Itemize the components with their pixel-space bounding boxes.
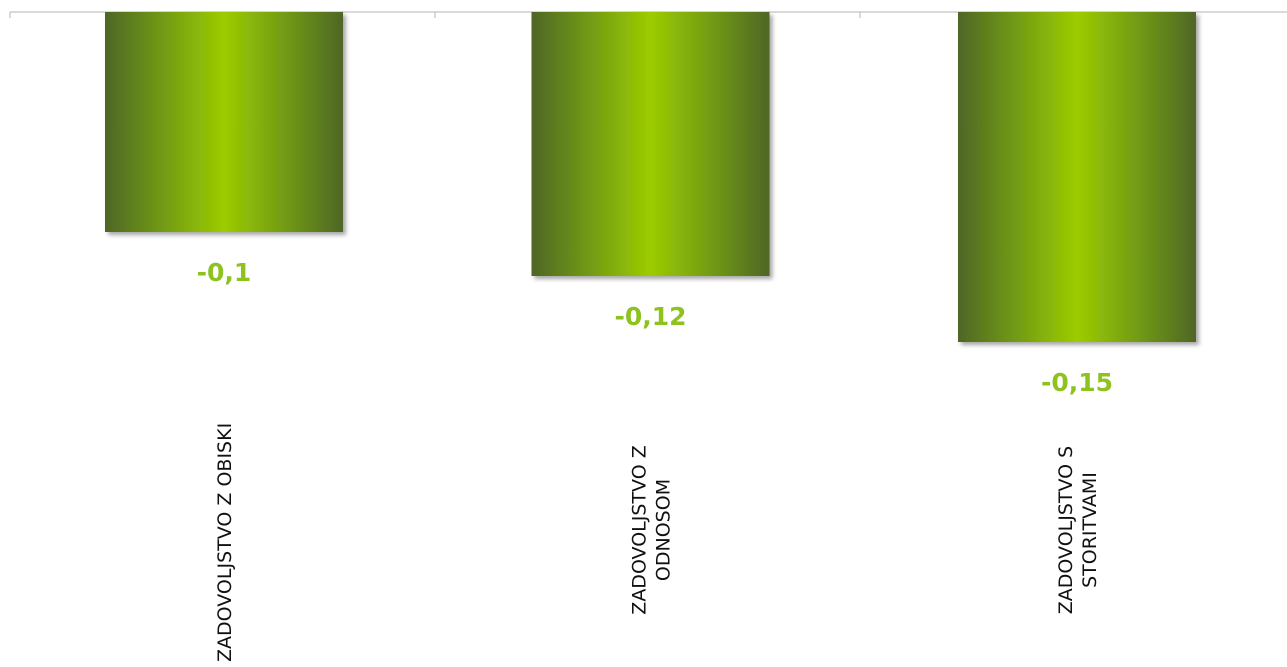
category-label-line: ZADOVOLJSTVO Z — [629, 445, 651, 614]
bars — [105, 12, 1196, 342]
category-label: ZADOVOLJSTVO Z ODNOSOM — [629, 445, 675, 614]
bar — [531, 12, 770, 276]
category-label-line: ZADOVOLJSTVO Z OBISKI — [214, 423, 236, 662]
bar — [958, 12, 1196, 342]
data-label: -0,12 — [614, 302, 686, 331]
category-label: ZADOVOLJSTVO Z OBISKI — [214, 423, 236, 662]
data-label: -0,15 — [1041, 368, 1113, 397]
category-label-line: STORITVAMI — [1079, 472, 1101, 588]
category-label-line: ZADOVOLJSTVO S — [1055, 446, 1077, 614]
data-label: -0,1 — [197, 258, 252, 287]
bar — [105, 12, 343, 232]
category-label-line: ODNOSOM — [653, 479, 675, 581]
category-label: ZADOVOLJSTVO S STORITVAMI — [1055, 446, 1101, 614]
data-labels: -0,1 -0,12 -0,15 — [197, 258, 1113, 397]
category-labels: ZADOVOLJSTVO Z OBISKI ZADOVOLJSTVO Z ODNOS… — [214, 423, 1101, 662]
